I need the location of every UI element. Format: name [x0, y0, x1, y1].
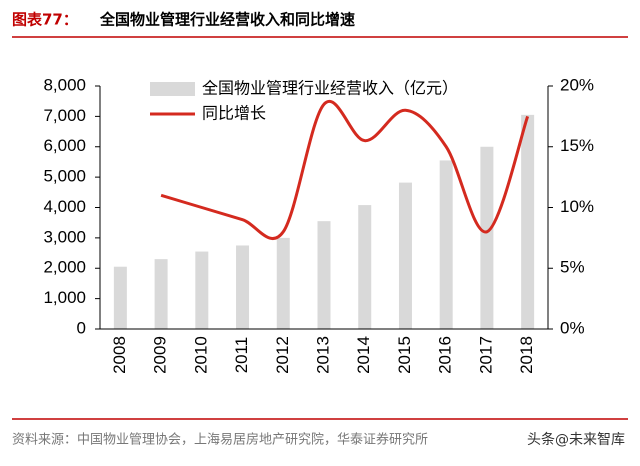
bar: [521, 114, 535, 329]
x-tick-label: 2018: [517, 336, 536, 374]
x-tick-label: 2009: [151, 336, 170, 374]
y2-tick-label: 0%: [560, 318, 585, 337]
y-tick-label: 2,000: [43, 258, 86, 277]
y-tick-label: 3,000: [43, 227, 86, 246]
bar: [439, 160, 453, 329]
y-tick-label: 8,000: [43, 75, 86, 94]
x-tick-label: 2008: [110, 336, 129, 374]
x-tick-label: 2011: [232, 337, 251, 374]
x-tick-label: 2017: [476, 336, 495, 374]
source: 资料来源：中国物业管理协会，上海易居房地产研究院，华泰证券研究所: [12, 432, 428, 448]
bar: [154, 259, 168, 329]
y-tick-label: 4,000: [43, 197, 86, 216]
y2-tick-label: 15%: [560, 136, 594, 155]
x-tick-label: 2015: [395, 336, 414, 374]
y2-tick-label: 5%: [560, 258, 585, 277]
legend-label: 全国物业管理行业经营收入（亿元）: [202, 79, 458, 98]
legend-label: 同比增长: [202, 104, 266, 123]
bar: [398, 182, 412, 329]
y-tick-label: 7,000: [43, 106, 86, 125]
x-tick-label: 2013: [313, 336, 332, 374]
y-tick-label: 6,000: [43, 136, 86, 155]
y-tick-label: 5,000: [43, 167, 86, 186]
bar: [195, 251, 209, 329]
bar: [113, 266, 127, 329]
x-tick-label: 2010: [191, 336, 210, 374]
x-tick-label: 2014: [354, 336, 373, 374]
y2-tick-label: 10%: [560, 197, 594, 216]
y2-tick-label: 20%: [560, 75, 594, 94]
y-tick-label: 1,000: [43, 288, 86, 307]
chart-title: 全国物业管理行业经营收入和同比增速: [99, 11, 355, 29]
x-tick-label: 2016: [436, 336, 455, 374]
title-label: 图表77：: [12, 11, 78, 29]
line: [160, 100, 530, 240]
bar: [358, 205, 372, 329]
watermark: 头条@未来智库: [527, 431, 625, 448]
y-tick-label: 0: [77, 318, 86, 337]
bar: [317, 221, 331, 329]
x-tick-label: 2012: [273, 336, 292, 374]
bar: [480, 146, 494, 329]
legend-swatch: [150, 82, 195, 96]
bar: [276, 237, 290, 329]
bar: [236, 245, 250, 329]
